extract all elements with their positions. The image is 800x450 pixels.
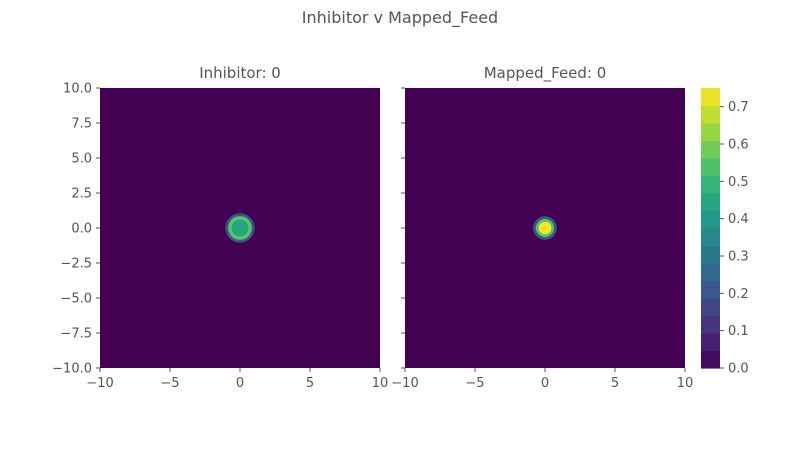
y-tick-label: 5.0 [71, 152, 92, 167]
colorbar-segment [701, 245, 720, 264]
panel-title-mapped-feed: Mapped_Feed: 0 [484, 64, 607, 83]
colorbar-segment [701, 158, 720, 177]
y-tick-label: −2.5 [60, 257, 92, 272]
y-tick-label: 7.5 [71, 117, 92, 132]
x-tick-label: 0 [236, 376, 244, 391]
blob-ring-2 [538, 221, 552, 235]
colorbar: 0.0 0.1 0.2 0.3 0.4 0.5 0.6 0.7 [701, 88, 749, 377]
colorbar-tick-label: 0.5 [728, 175, 749, 190]
colorbar-tick-label: 0.7 [728, 100, 749, 115]
axis-ticks-mapped-feed: −10 −5 0 5 10 [391, 87, 694, 391]
axis-ticks-inhibitor: −10 −5 0 5 10 −10.0 −7.5 −5.0 −2.5 0.0 2.5 5.0 7.5 10… [52, 82, 388, 392]
x-tick-label: −5 [465, 376, 484, 391]
blob-inhibitor [225, 213, 255, 243]
panel-mapped-feed: Mapped_Feed: 0 −10 −5 0 5 10 [391, 64, 693, 391]
colorbar-segment [701, 123, 720, 142]
colorbar-tick-label: 0.4 [728, 212, 749, 227]
colorbar-segment [701, 175, 720, 194]
x-tick-label: −5 [160, 376, 179, 391]
y-tick-label: 2.5 [71, 187, 92, 202]
y-tick-label: −10.0 [52, 362, 92, 377]
colorbar-tick-label: 0.3 [728, 250, 749, 265]
x-tick-label: −10 [86, 376, 113, 391]
colorbar-segment [701, 280, 720, 299]
x-tick-label: 5 [306, 376, 314, 391]
x-tick-label: 5 [611, 376, 619, 391]
blob-ring-2 [231, 219, 249, 237]
panel-inhibitor: Inhibitor: 0 −10 −5 0 5 10 −10.0 −7.5 −5.0 −2.5 0… [52, 64, 388, 391]
colorbar-segment [701, 298, 720, 317]
colorbar-tick-label: 0.6 [728, 138, 749, 153]
colorbar-segment [701, 350, 720, 369]
x-tick-label: 0 [541, 376, 549, 391]
y-tick-label: −5.0 [60, 292, 92, 307]
colorbar-tick-label: 0.0 [728, 362, 749, 377]
colorbar-segment [701, 263, 720, 282]
colorbar-segment [701, 210, 720, 229]
colorbar-segment [701, 315, 720, 334]
blob-mapped-feed [533, 216, 557, 240]
colorbar-segment [701, 193, 720, 212]
x-tick-label: −10 [391, 376, 418, 391]
figure-title: Inhibitor v Mapped_Feed [302, 8, 498, 28]
colorbar-segment [701, 105, 720, 124]
colorbar-tick-label: 0.1 [728, 324, 749, 339]
colorbar-segment [701, 228, 720, 247]
y-tick-label: 10.0 [63, 82, 92, 97]
colorbar-tick-label: 0.2 [728, 287, 749, 302]
panel-title-inhibitor: Inhibitor: 0 [199, 64, 281, 82]
colorbar-segment [701, 88, 720, 107]
x-tick-label: 10 [677, 376, 694, 391]
colorbar-segment [701, 140, 720, 159]
colorbar-segment [701, 333, 720, 352]
y-tick-label: −7.5 [60, 327, 92, 342]
x-tick-label: 10 [372, 376, 389, 391]
y-tick-label: 0.0 [71, 222, 92, 237]
